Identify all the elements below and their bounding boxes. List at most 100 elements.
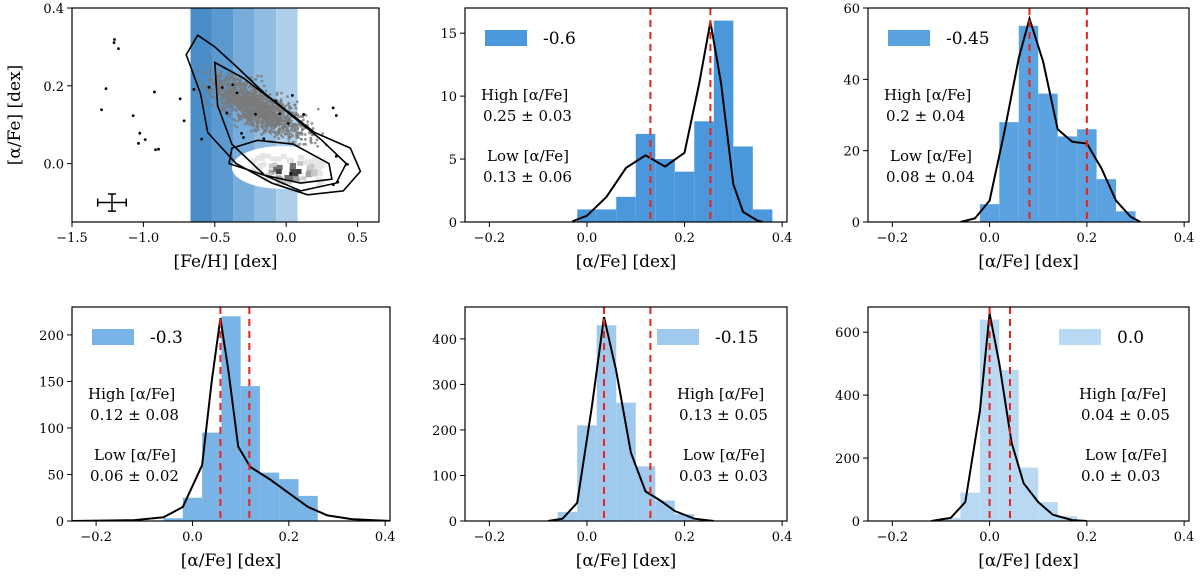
panel-p000: 0.0 High [α/Fe] 0.04 ± 0.05 Low [α/Fe] 0.0 ±… bbox=[835, 306, 1194, 571]
outlier-point bbox=[182, 119, 186, 123]
scatter-point bbox=[298, 123, 301, 127]
scatter-point bbox=[273, 135, 277, 139]
density-cell bbox=[295, 169, 302, 175]
scatter-point bbox=[242, 104, 246, 108]
scatter-point bbox=[257, 97, 261, 101]
scatter-point bbox=[301, 128, 304, 131]
legend-swatch bbox=[92, 329, 134, 345]
scatter-point bbox=[225, 105, 229, 109]
scatter-point bbox=[303, 138, 307, 141]
outlier-point bbox=[154, 148, 157, 152]
scatter-point bbox=[240, 96, 244, 100]
outlier-point bbox=[262, 137, 266, 141]
density-cell bbox=[311, 171, 318, 177]
scatter-point bbox=[208, 72, 212, 76]
density-cell bbox=[306, 165, 313, 171]
scatter-point bbox=[289, 121, 293, 125]
histogram-bar bbox=[616, 402, 636, 521]
scatter-point bbox=[278, 122, 281, 126]
density-cell bbox=[275, 156, 282, 162]
scatter-point bbox=[264, 130, 268, 133]
outlier-point bbox=[331, 106, 335, 110]
scatter-point bbox=[231, 80, 235, 84]
scatter-point bbox=[234, 86, 237, 90]
scatter-point bbox=[207, 79, 211, 83]
scatter-point bbox=[238, 101, 241, 105]
histogram-bar bbox=[694, 121, 714, 222]
plot-area bbox=[547, 307, 714, 521]
scatter-point bbox=[204, 71, 207, 74]
y-tick-label: 400 bbox=[835, 389, 860, 404]
scatter-point bbox=[267, 114, 271, 117]
axes-frame bbox=[71, 306, 391, 522]
scatter-point bbox=[264, 120, 268, 124]
scatter-point bbox=[291, 134, 294, 138]
outlier-point bbox=[207, 85, 211, 89]
scatter-point bbox=[237, 95, 241, 98]
scatter-point bbox=[200, 71, 204, 74]
density-cell bbox=[298, 154, 305, 160]
scatter-point bbox=[261, 94, 265, 98]
scatter-point bbox=[198, 79, 201, 82]
low-alpha-value: 0.0 ± 0.03 bbox=[1081, 467, 1160, 485]
x-tick-label: 0.5 bbox=[347, 231, 368, 246]
scatter-point bbox=[238, 78, 241, 82]
histogram-bar bbox=[733, 146, 753, 222]
scatter-point bbox=[236, 99, 240, 103]
scatter-point bbox=[209, 69, 213, 73]
scatter-point bbox=[316, 144, 320, 148]
x-tick-label: 0.4 bbox=[772, 530, 793, 545]
plot-area bbox=[571, 8, 773, 222]
scatter-point bbox=[221, 96, 224, 99]
kde-curve bbox=[960, 15, 1141, 222]
density-cell bbox=[303, 159, 310, 165]
histogram-bars bbox=[163, 316, 318, 521]
x-tick-label: 0.4 bbox=[772, 231, 793, 246]
scatter-point bbox=[286, 95, 289, 99]
density-cell bbox=[251, 166, 258, 172]
scatter-point bbox=[246, 105, 250, 108]
density-cell bbox=[288, 175, 295, 181]
kde-curve bbox=[571, 21, 763, 222]
histogram-bar bbox=[1018, 25, 1039, 222]
histogram-bar bbox=[298, 495, 318, 521]
scatter-point bbox=[194, 88, 198, 92]
y-tick-label: 0 bbox=[56, 515, 64, 530]
outlier-point bbox=[242, 136, 245, 139]
scatter-point bbox=[241, 93, 245, 97]
density-cell bbox=[276, 164, 283, 170]
scatter-point bbox=[233, 124, 237, 127]
scatter-point bbox=[271, 104, 275, 108]
density-cell bbox=[307, 169, 314, 175]
scatter-point bbox=[231, 104, 235, 108]
density-cell bbox=[268, 169, 275, 175]
scatter-point bbox=[293, 123, 297, 126]
low-alpha-label: Low [α/Fe] bbox=[487, 147, 569, 165]
scatter-point bbox=[300, 133, 304, 136]
scatter-point bbox=[258, 92, 262, 96]
scatter-point bbox=[222, 107, 226, 111]
scatter-point bbox=[268, 92, 272, 96]
panel-m060: -0.6 High [α/Fe] 0.25 ± 0.03 Low [α/Fe] 0.13… bbox=[440, 7, 793, 272]
scatter-point bbox=[222, 102, 225, 106]
scatter-point bbox=[266, 100, 269, 104]
scatter-point bbox=[223, 83, 227, 87]
scatter-point bbox=[249, 123, 253, 126]
density-cell bbox=[319, 178, 326, 184]
x-axis-label: [Fe/H] [dex] bbox=[174, 252, 278, 272]
scatter-point bbox=[251, 124, 255, 128]
scatter-point bbox=[205, 103, 209, 107]
density-cell bbox=[259, 153, 266, 159]
scatter-point bbox=[218, 92, 222, 96]
low-alpha-value: 0.06 ± 0.02 bbox=[90, 467, 179, 485]
histogram-bar bbox=[279, 479, 299, 521]
x-tick-label: −1.5 bbox=[56, 231, 88, 246]
scatter-point bbox=[311, 126, 315, 130]
scatter-point bbox=[254, 129, 258, 133]
scatter-point bbox=[297, 115, 301, 118]
scatter-point bbox=[306, 120, 310, 124]
histogram-bar bbox=[979, 204, 1000, 222]
scatter-point bbox=[257, 118, 261, 122]
low-alpha-label: Low [α/Fe] bbox=[683, 446, 765, 464]
outlier-point bbox=[178, 97, 182, 101]
